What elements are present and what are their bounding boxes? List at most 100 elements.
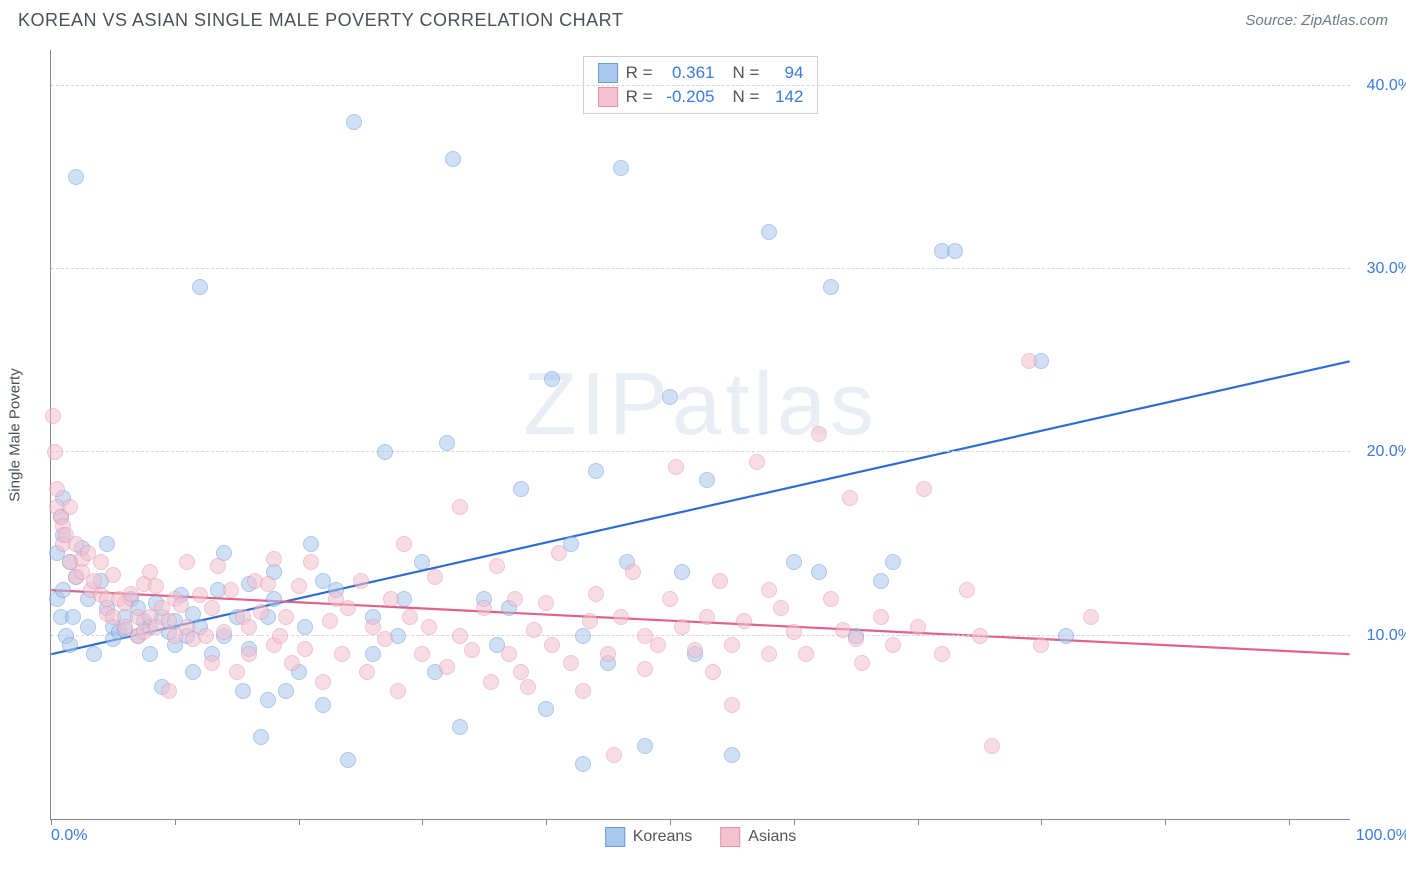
data-point [340,600,356,616]
data-point [173,597,189,613]
data-point [266,591,282,607]
data-point [65,609,81,625]
data-point [62,637,78,653]
data-point [359,664,375,680]
x-tick [422,819,423,825]
data-point [223,582,239,598]
gridline-h: 30.0% [51,268,1350,269]
data-point [513,664,529,680]
data-point [346,114,362,130]
data-point [452,628,468,644]
data-point [86,573,102,589]
data-point [699,609,715,625]
data-point [625,564,641,580]
data-point [588,586,604,602]
data-point [507,591,523,607]
data-point [916,481,932,497]
gridline-h: 10.0% [51,635,1350,636]
data-point [421,619,437,635]
data-point [383,591,399,607]
data-point [674,564,690,580]
data-point [204,655,220,671]
data-point [278,683,294,699]
data-point [253,604,269,620]
data-point [303,536,319,552]
data-point [761,582,777,598]
legend-n-label: N = [733,61,760,85]
legend-row: R =-0.205N =142 [598,85,804,109]
trend-lines [51,50,1350,819]
data-point [575,628,591,644]
data-point [934,646,950,662]
data-point [353,573,369,589]
data-point [724,697,740,713]
data-point [229,664,245,680]
data-point [575,683,591,699]
data-point [377,631,393,647]
x-tick [175,819,176,825]
legend-r-label: R = [626,85,653,109]
legend-label: Asians [748,828,796,846]
data-point [334,646,350,662]
data-point [798,646,814,662]
data-point [910,619,926,635]
data-point [662,591,678,607]
data-point [148,578,164,594]
data-point [637,738,653,754]
data-point [266,551,282,567]
data-point [668,459,684,475]
data-point [105,567,121,583]
data-point [650,637,666,653]
data-point [761,646,777,662]
y-tick-label: 30.0% [1357,260,1406,278]
data-point [439,435,455,451]
data-point [538,595,554,611]
legend-swatch [598,87,618,107]
data-point [47,444,63,460]
x-tick [299,819,300,825]
data-point [142,564,158,580]
data-point [414,554,430,570]
data-point [322,613,338,629]
gridline-h: 40.0% [51,85,1350,86]
legend-row: R =0.361N =94 [598,61,804,85]
data-point [786,624,802,640]
legend-label: Koreans [633,828,693,846]
data-point [464,642,480,658]
data-point [303,554,319,570]
x-tick [918,819,919,825]
data-point [526,622,542,638]
data-point [476,600,492,616]
data-point [297,641,313,657]
data-point [291,578,307,594]
data-point [575,756,591,772]
data-point [45,408,61,424]
legend-swatch [605,827,625,847]
y-tick-label: 40.0% [1357,77,1406,95]
data-point [49,481,65,497]
scatter-chart: ZIPatlas Single Male Poverty R =0.361N =… [50,50,1350,820]
data-point [551,545,567,561]
data-point [198,628,214,644]
data-point [972,628,988,644]
data-point [93,554,109,570]
x-tick [670,819,671,825]
chart-title: KOREAN VS ASIAN SINGLE MALE POVERTY CORR… [18,10,623,31]
data-point [142,646,158,662]
data-point [873,573,889,589]
data-point [687,642,703,658]
data-point [582,613,598,629]
data-point [272,628,288,644]
data-point [613,609,629,625]
data-point [761,224,777,240]
data-point [823,591,839,607]
x-tick [1165,819,1166,825]
data-point [544,637,560,653]
data-point [452,719,468,735]
legend-r-value: -0.205 [661,85,715,109]
y-axis-title: Single Male Poverty [7,368,24,501]
legend-n-label: N = [733,85,760,109]
data-point [278,609,294,625]
x-label-min: 0.0% [51,827,87,845]
data-point [235,683,251,699]
